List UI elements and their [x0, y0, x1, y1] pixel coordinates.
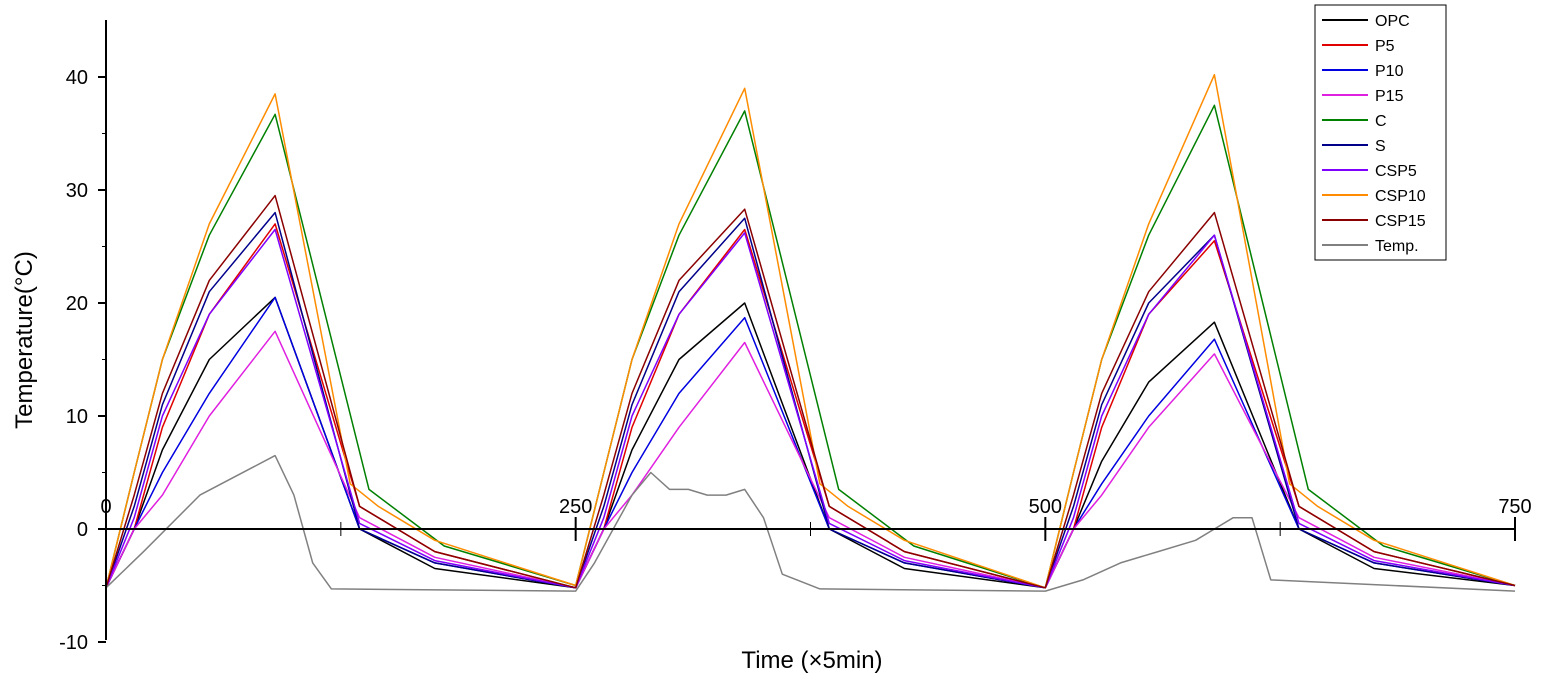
y-tick-label: 30 [66, 180, 88, 202]
legend-label-temp: Temp. [1375, 238, 1419, 255]
legend-label-p10: P10 [1375, 63, 1404, 80]
series-line-temp [105, 454, 1516, 592]
series-line-c [105, 104, 1516, 589]
legend-label-csp15: CSP15 [1375, 213, 1426, 230]
legend-label-csp10: CSP10 [1375, 188, 1426, 205]
plot-lines [105, 73, 1516, 592]
x-tick-label: 250 [559, 496, 592, 518]
legend-label-csp5: CSP5 [1375, 163, 1417, 180]
y-axis-title: Temperature(°C) [11, 251, 38, 429]
y-tick-label: 10 [66, 406, 88, 428]
axes: -10 0 10 20 30 40 0 250 500 750 [59, 20, 1532, 654]
series-line-p5 [105, 223, 1516, 589]
series-line-s [105, 211, 1516, 589]
legend-label-opc: OPC [1375, 13, 1410, 30]
series-line-opc [105, 296, 1516, 589]
series-line-csp10 [105, 73, 1516, 589]
legend-label-p15: P15 [1375, 88, 1404, 105]
legend: OPC P5 P10 P15 CS CSP5 CSP10 CSP15 Temp. [1314, 4, 1447, 261]
y-ticks: -10 0 10 20 30 40 [59, 67, 106, 654]
y-tick-label: 0 [77, 519, 88, 541]
x-tick-label: 0 [100, 496, 111, 518]
series-line-p10 [105, 296, 1516, 589]
legend-label-c: C [1375, 113, 1387, 130]
legend-label-s: S [1375, 138, 1386, 155]
y-tick-label: 20 [66, 293, 88, 315]
legend-label-p5: P5 [1375, 38, 1395, 55]
series-line-csp15 [105, 194, 1516, 589]
series-line-p15 [105, 330, 1516, 589]
x-ticks: 0 250 500 750 [100, 496, 1532, 541]
y-tick-label: -10 [59, 632, 88, 654]
x-tick-label: 500 [1029, 496, 1062, 518]
legend-box [1314, 4, 1447, 261]
x-tick-label: 750 [1498, 496, 1531, 518]
series-line-csp5 [105, 228, 1516, 589]
x-axis-title: Time (×5min) [741, 647, 882, 674]
y-tick-label: 40 [66, 67, 88, 89]
